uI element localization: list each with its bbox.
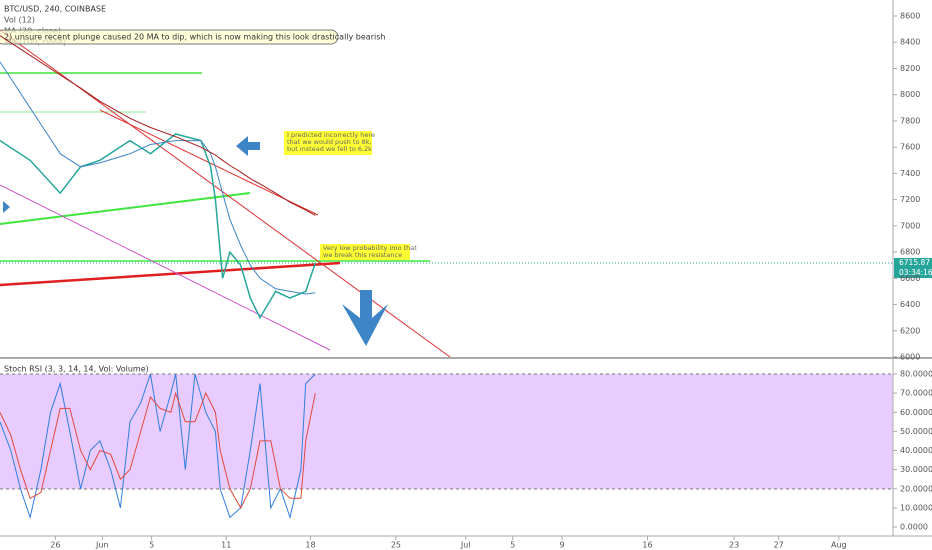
note-box bbox=[284, 131, 372, 155]
trend-line bbox=[0, 184, 331, 351]
y-tick-label: 7800 bbox=[900, 116, 920, 125]
y-tick-label: 6400 bbox=[900, 300, 920, 309]
note-box bbox=[320, 244, 410, 260]
arrow-down bbox=[342, 290, 388, 346]
x-tick-label: Jun bbox=[95, 541, 109, 550]
note-text: but instead we fell to 6.2k bbox=[287, 145, 372, 153]
x-tick-label: 16 bbox=[642, 541, 652, 550]
last-price-tag bbox=[894, 258, 932, 268]
note-text: I predicted incorrectly here bbox=[287, 131, 375, 139]
indicator-label: Vol (12) bbox=[4, 16, 35, 25]
x-tick-label: 25 bbox=[391, 541, 401, 550]
y-tick-label: 6200 bbox=[900, 326, 920, 335]
banner-box bbox=[0, 29, 339, 45]
countdown-tag bbox=[894, 268, 932, 278]
banner: 2) unsure recent plunge caused 20 MA to … bbox=[4, 33, 385, 42]
x-tick-label: 27 bbox=[774, 541, 784, 550]
y-tick-label: 7400 bbox=[900, 169, 920, 178]
x-tick-label: 5 bbox=[149, 541, 154, 550]
countdown: 03:34:16 bbox=[899, 268, 932, 277]
series-line bbox=[0, 35, 316, 216]
note-text: Very low probability imo that bbox=[323, 244, 417, 252]
y-tick-label: 10.0000 bbox=[900, 503, 932, 512]
y-tick-label: 6600 bbox=[900, 274, 920, 283]
rsi-band bbox=[0, 374, 893, 489]
x-tick-label: 18 bbox=[305, 541, 315, 550]
y-tick-label: 40.0000 bbox=[900, 446, 932, 455]
x-tick-label: 26 bbox=[50, 541, 60, 550]
y-tick-label: 8200 bbox=[900, 64, 920, 73]
y-tick-label: 70.0000 bbox=[900, 389, 932, 398]
x-tick-label: 9 bbox=[559, 541, 564, 550]
y-tick-label: 80.0000 bbox=[900, 370, 932, 379]
y-tick-label: 20.0000 bbox=[900, 484, 932, 493]
y-tick-label: 6000 bbox=[900, 353, 920, 362]
last-price: 6715.87 bbox=[899, 258, 930, 267]
y-tick-label: 7200 bbox=[900, 195, 920, 204]
note-text: that we would push to 8k, bbox=[287, 138, 371, 146]
y-tick-label: 6800 bbox=[900, 248, 920, 257]
trend-line bbox=[0, 192, 251, 225]
series-line bbox=[0, 373, 316, 520]
y-tick-label: 8000 bbox=[900, 90, 920, 99]
arrow-left bbox=[236, 136, 260, 156]
y-tick-label: 0.0000 bbox=[900, 523, 928, 532]
x-tick-label: Jul bbox=[460, 541, 471, 550]
note-text: we break this resistance bbox=[323, 251, 402, 259]
series-line bbox=[0, 61, 316, 295]
x-tick-label: Aug bbox=[831, 541, 847, 550]
chart-title: BTC/USD, 240, COINBASE bbox=[4, 5, 106, 14]
x-tick-label: 11 bbox=[221, 541, 231, 550]
y-tick-label: 8400 bbox=[900, 38, 920, 47]
oscillator-title: Stoch RSI (3, 3, 14, 14, Vol: Volume) bbox=[4, 365, 149, 374]
y-tick-label: 30.0000 bbox=[900, 465, 932, 474]
y-tick-label: 7600 bbox=[900, 143, 920, 152]
x-tick-label: 23 bbox=[729, 541, 739, 550]
y-tick-label: 60.0000 bbox=[900, 408, 932, 417]
series-line bbox=[0, 391, 316, 509]
x-tick-label: 5 bbox=[510, 541, 515, 550]
y-tick-label: 7000 bbox=[900, 221, 920, 230]
trend-line bbox=[0, 261, 341, 287]
y-tick-label: 8600 bbox=[900, 12, 920, 21]
arrow-right bbox=[3, 201, 10, 213]
y-tick-label: 50.0000 bbox=[900, 427, 932, 436]
